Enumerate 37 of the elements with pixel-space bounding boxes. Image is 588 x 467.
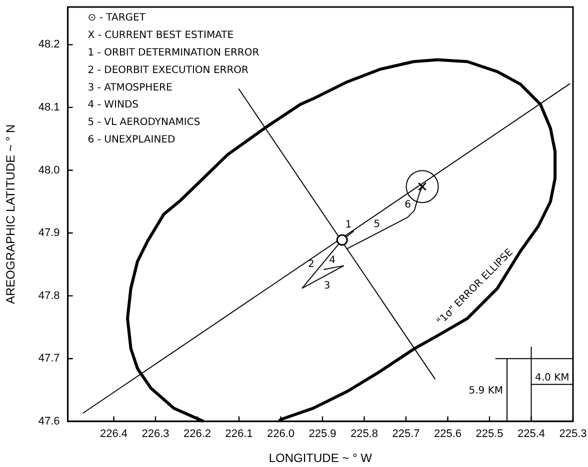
x-tick-label: 225.6: [434, 428, 462, 440]
x-tick-label: 226.0: [266, 428, 295, 440]
x-tick-label: 226.3: [142, 428, 170, 440]
annotation: 4.0 KM: [534, 372, 570, 384]
annotation: 1: [345, 220, 352, 231]
y-tick-label: 47.7: [38, 352, 60, 365]
annotation: 6 - UNEXPLAINED: [88, 134, 176, 146]
x-tick-label: 225.3: [559, 428, 587, 440]
x-tick-label: 225.4: [517, 428, 546, 440]
x-axis-title: LONGITUDE ~ ° W: [268, 451, 373, 466]
annotation: 5.9 KM: [468, 386, 504, 397]
annotation: 5 - VL AERODYNAMICS: [88, 117, 200, 128]
annotation: 2 - DEORBIT EXECUTION ERROR: [88, 64, 249, 76]
annotation: 3 - ATMOSPHERE: [88, 82, 172, 94]
y-tick-label: 48.2: [38, 38, 60, 51]
annotation: 2: [308, 258, 314, 270]
annotation: ⊙ - TARGET: [88, 12, 146, 24]
annotation: X - CURRENT BEST ESTIMATE: [88, 30, 234, 42]
annotation: 6: [404, 199, 412, 210]
annotation: 4: [329, 255, 336, 266]
annotation: 3: [324, 280, 330, 292]
annotation: 4 - WINDS: [88, 100, 139, 111]
y-tick-label: 48.1: [38, 101, 60, 114]
x-tick-label: 225.8: [350, 428, 378, 440]
x-tick-label: 225.7: [392, 428, 420, 440]
y-axis-title: AREOGRAPHIC LATITUDE ~ ° N: [4, 124, 18, 304]
x-tick-label: 226.2: [183, 428, 212, 440]
y-tick-label: 47.9: [38, 227, 60, 240]
annotation: 1 - ORBIT DETERMINATION ERROR: [88, 47, 260, 58]
y-tick-label: 47.8: [38, 290, 60, 302]
x-tick-label: 225.5: [476, 428, 504, 440]
x-tick-label: 226.4: [100, 428, 128, 440]
y-tick-label: 48.0: [38, 164, 60, 176]
annotation: 5: [374, 219, 380, 230]
x-tick-label: 226.1: [225, 428, 253, 440]
x-tick-label: 225.9: [308, 428, 336, 440]
y-tick-label: 47.6: [38, 415, 60, 428]
